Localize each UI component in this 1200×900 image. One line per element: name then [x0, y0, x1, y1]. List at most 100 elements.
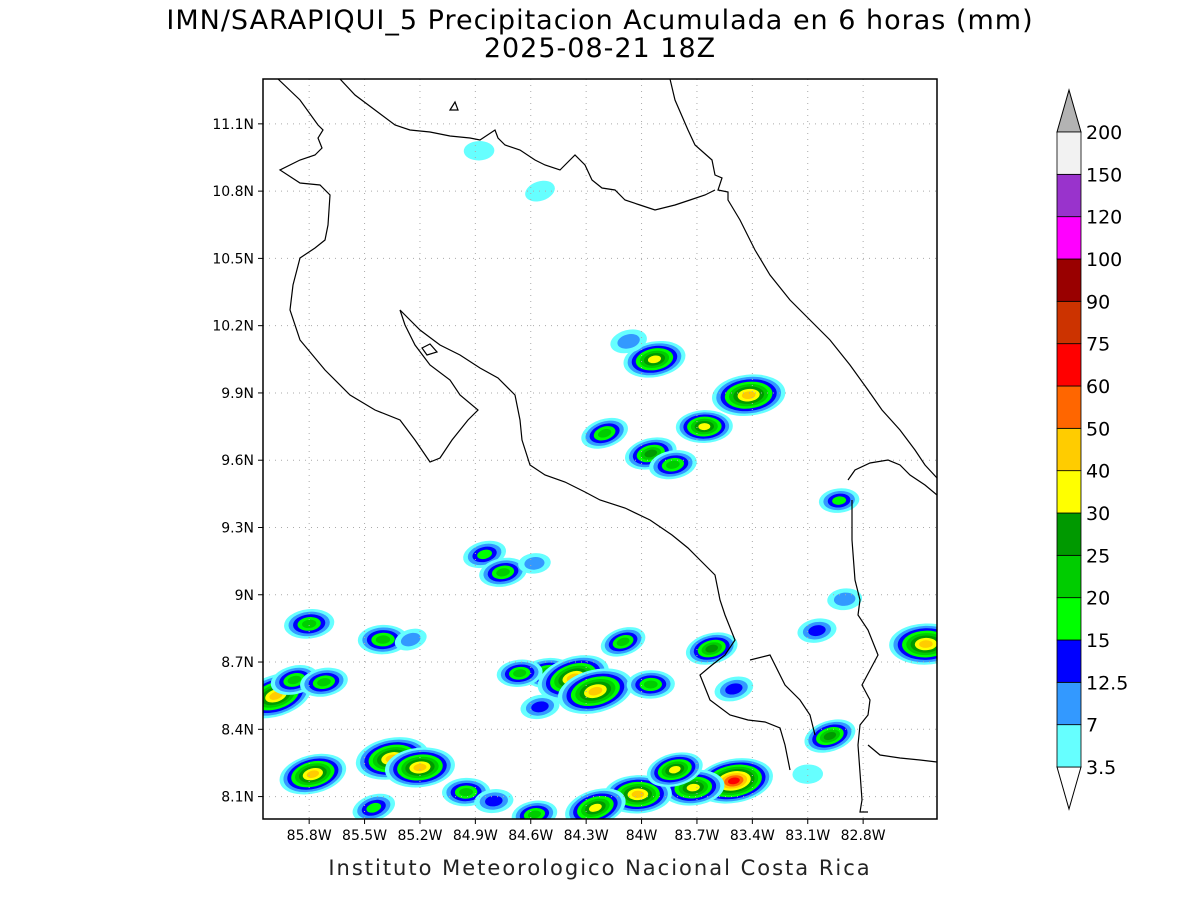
legend-swatch	[1056, 427, 1082, 472]
legend-level-label: 20	[1086, 588, 1110, 610]
legend-level-label: 90	[1086, 291, 1110, 313]
map-subtitle-date: 2025-08-21 18Z	[483, 33, 717, 64]
precip-contour	[301, 619, 317, 629]
precip-contour	[375, 635, 391, 644]
precip-cell	[623, 340, 686, 378]
coastline-segment	[448, 100, 459, 111]
precip-cell	[394, 628, 427, 651]
legend-swatch	[1056, 597, 1082, 641]
precip-contour	[485, 795, 503, 807]
legend-level-label: 3.5	[1086, 757, 1116, 779]
lon-tick-label: 84.9W	[453, 828, 498, 844]
lon-tick-label: 85.2W	[397, 828, 442, 844]
precip-cell	[675, 410, 733, 443]
lat-tick-label: 10.2N	[212, 319, 254, 335]
lat-tick-label: 10.8N	[212, 184, 254, 200]
precip-cell	[827, 588, 863, 611]
legend-swatch	[1056, 724, 1082, 768]
legend-level-label: 50	[1086, 418, 1110, 440]
legend-swatch	[1056, 512, 1082, 556]
precip-cell	[518, 553, 551, 574]
precip-contour	[287, 675, 302, 685]
lon-tick-label: 82.8W	[841, 828, 886, 844]
lat-tick-label: 10.5N	[212, 251, 254, 267]
lon-tick-label: 84.3W	[564, 828, 609, 844]
precip-contour	[513, 669, 527, 678]
legend-level-label: 12.5	[1086, 672, 1128, 694]
lon-tick-label: 84.6W	[508, 828, 553, 844]
precip-cell	[797, 618, 837, 643]
legend-level-label: 120	[1086, 207, 1122, 229]
precip-cell	[463, 141, 495, 161]
legend-swatch	[1056, 343, 1082, 387]
precip-contour	[644, 449, 658, 458]
precip-contour	[725, 683, 743, 695]
coastline-segment	[749, 654, 816, 736]
precip-cell	[626, 670, 675, 699]
map-frame	[262, 78, 938, 820]
precip-contour	[531, 701, 549, 713]
lat-tick-label: 11.1N	[212, 117, 254, 133]
precip-contour	[686, 783, 700, 792]
color-legend: 3.5 7 12.5 15 20 25 30 40 50 60 75 90 100 120 150 200	[1056, 88, 1128, 811]
lon-tick-label: 85.5W	[342, 828, 387, 844]
lon-tick-label: 85.8W	[287, 828, 332, 844]
legend-swatch	[1056, 470, 1082, 514]
footer-credit: Instituto Meteorologico Nacional Costa R…	[328, 856, 872, 880]
precip-contour	[477, 549, 493, 560]
precip-cell	[714, 676, 754, 702]
precip-contour	[317, 678, 331, 687]
precip-cell	[479, 557, 527, 587]
legend-level-label: 15	[1086, 630, 1110, 652]
legend-swatch	[1056, 385, 1082, 429]
coastline-segment	[851, 500, 879, 813]
precip-contour	[668, 765, 681, 774]
precip-cell	[711, 374, 786, 417]
precip-contour	[617, 334, 640, 349]
legend-swatch	[1056, 258, 1082, 302]
precip-cell	[889, 623, 937, 665]
precip-contour	[666, 460, 680, 469]
precip-cell	[300, 667, 348, 697]
precip-cell	[646, 752, 703, 788]
precip-cell	[581, 417, 628, 449]
precip-cell	[520, 694, 560, 720]
legend-swatch	[1056, 681, 1082, 726]
precip-contour	[792, 764, 824, 784]
precip-contour	[366, 802, 382, 813]
precip-contour	[597, 428, 612, 438]
precip-contour	[463, 141, 495, 161]
legend-under-arrow	[1056, 766, 1082, 811]
precip-contour	[524, 557, 545, 570]
precip-contour	[400, 632, 421, 647]
precip-contour	[808, 625, 826, 637]
precip-cell	[384, 747, 455, 788]
precip-cell	[685, 632, 738, 665]
lat-tick-label: 8.4N	[221, 722, 254, 738]
precip-contour	[705, 644, 718, 653]
precip-cell	[662, 769, 725, 806]
precip-cell	[804, 719, 856, 753]
precip-contour	[647, 355, 662, 364]
coastline-segment	[669, 79, 937, 479]
lat-tick-label: 8.7N	[221, 655, 254, 671]
precip-cell	[557, 668, 634, 714]
legend-level-label: 200	[1086, 122, 1122, 144]
precip-contour	[413, 763, 427, 772]
grid-lines	[263, 79, 937, 819]
precipitation-layer	[263, 141, 937, 819]
lat-tick-label: 9.3N	[221, 520, 254, 536]
precip-contour	[589, 803, 602, 812]
legend-swatch	[1056, 131, 1082, 175]
legend-swatch	[1056, 173, 1082, 218]
precip-contour	[306, 770, 320, 778]
legend-level-label: 40	[1086, 461, 1110, 483]
precip-cell	[792, 764, 824, 784]
lon-tick-label: 84W	[626, 828, 658, 844]
precip-cell	[600, 627, 646, 657]
precip-cell	[279, 753, 347, 795]
precip-contour	[833, 592, 856, 606]
coastline-segment	[421, 343, 439, 356]
precip-cell	[474, 789, 514, 814]
